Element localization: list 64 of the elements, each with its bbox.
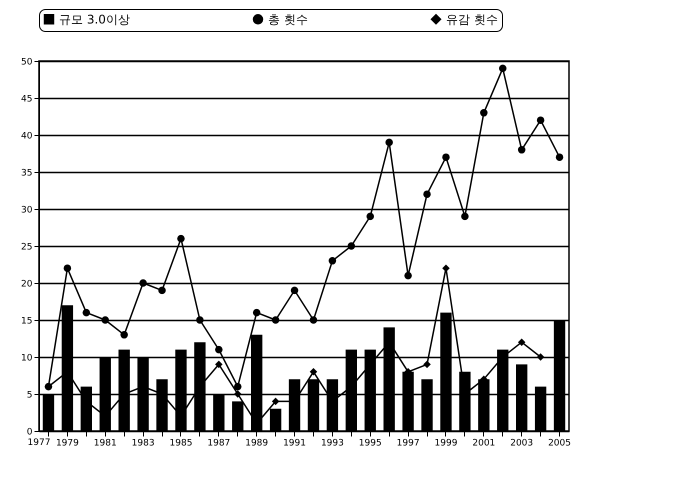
y-tick-label: 30 xyxy=(21,206,33,216)
point xyxy=(461,212,469,220)
point xyxy=(234,382,242,390)
point xyxy=(158,286,166,294)
point xyxy=(310,316,318,324)
point xyxy=(536,353,544,361)
point xyxy=(177,234,185,242)
point xyxy=(536,116,544,124)
point xyxy=(44,382,52,390)
point xyxy=(272,316,280,324)
y-tick-label: 20 xyxy=(21,280,33,290)
point xyxy=(518,146,526,154)
x-tick-label: 1989 xyxy=(245,438,268,448)
x-tick-label: 1999 xyxy=(434,438,458,448)
y-tick-label: 25 xyxy=(21,242,32,252)
x-tick-label: 1991 xyxy=(283,438,306,448)
point xyxy=(102,316,109,324)
point xyxy=(480,109,488,117)
legend-label: 총 횟수 xyxy=(268,12,308,26)
y-tick-label: 15 xyxy=(21,316,32,326)
point xyxy=(310,368,318,376)
y-tick-label: 10 xyxy=(21,354,33,364)
point xyxy=(82,308,90,316)
x-tick-label: 1979 xyxy=(56,438,80,448)
point xyxy=(272,398,280,406)
point xyxy=(404,272,412,280)
x-tick-label: 1981 xyxy=(94,438,117,448)
point xyxy=(120,331,128,339)
point xyxy=(442,264,450,272)
y-tick-label: 5 xyxy=(26,390,32,400)
y-tick-label: 35 xyxy=(21,168,32,178)
point xyxy=(499,64,506,72)
point xyxy=(556,153,564,161)
x-tick-label: 1985 xyxy=(170,438,192,448)
point xyxy=(385,138,393,146)
y-tick-label: 45 xyxy=(21,94,32,104)
y-tick-label: 0 xyxy=(26,428,33,438)
x-tick-label: 1987 xyxy=(207,438,230,448)
point xyxy=(64,264,72,272)
point xyxy=(366,212,374,220)
point xyxy=(215,360,223,368)
x-tick-label: 1997 xyxy=(396,438,420,448)
text: 1977 xyxy=(28,438,50,448)
point xyxy=(442,153,450,161)
x-tick-label: 2005 xyxy=(548,438,571,448)
y-tick-label: 40 xyxy=(21,132,33,142)
y-tick-label: 50 xyxy=(21,58,33,68)
point xyxy=(252,308,260,316)
point xyxy=(139,279,147,287)
x-tick-label: 2003 xyxy=(510,438,534,448)
x-tick-label: 1983 xyxy=(132,438,155,448)
legend-label: 유감 횟수 xyxy=(446,12,498,26)
x-tick-label: 1995 xyxy=(358,438,382,448)
point xyxy=(423,190,431,198)
x-tick-label: 1993 xyxy=(320,438,344,448)
point xyxy=(423,360,431,368)
point xyxy=(196,316,204,324)
point xyxy=(215,346,223,354)
point xyxy=(290,286,298,294)
point xyxy=(328,257,336,265)
point xyxy=(348,242,356,250)
point xyxy=(518,338,526,346)
x-tick-label: 2001 xyxy=(472,438,496,448)
legend-label: 규모 3.0이상 xyxy=(59,12,130,26)
